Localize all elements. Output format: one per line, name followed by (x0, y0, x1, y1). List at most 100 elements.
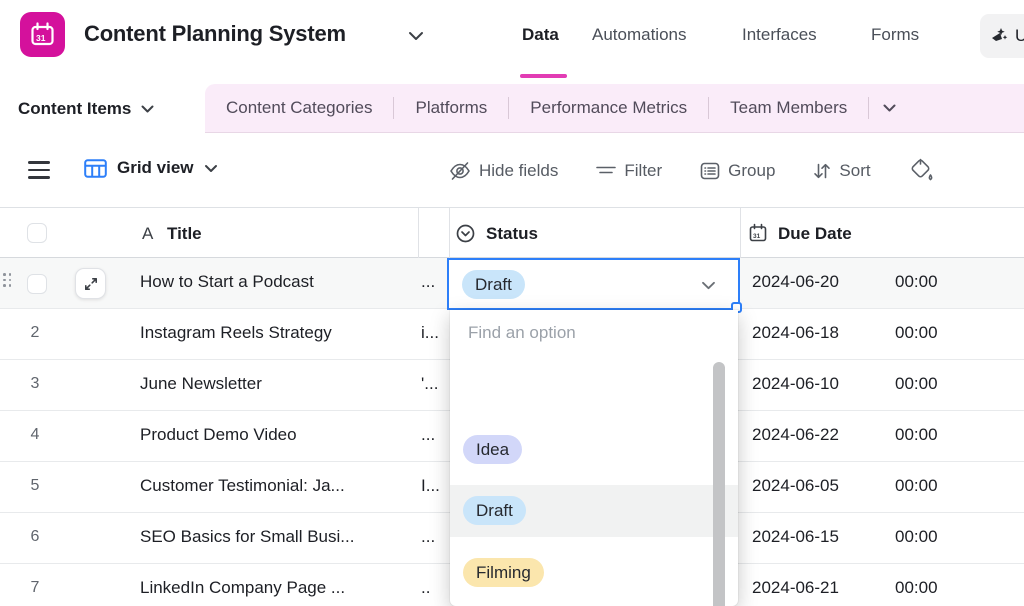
cell-due-date[interactable]: 2024-06-15 (752, 527, 839, 546)
row-number: 6 (30, 528, 40, 545)
active-nav-underline (520, 74, 567, 78)
nav-tab-data[interactable]: Data (522, 25, 559, 44)
option-filming[interactable]: Filming (450, 547, 738, 599)
column-header-title[interactable]: Title (167, 224, 202, 243)
option-idea[interactable]: Idea (450, 424, 738, 476)
view-name-label: Grid view (117, 158, 194, 177)
cell-due-date[interactable]: 2024-06-22 (752, 425, 839, 444)
select-all-checkbox[interactable] (27, 223, 47, 243)
cell-due-date[interactable]: 2024-06-21 (752, 578, 839, 597)
cell-title[interactable]: Customer Testimonial: Ja... (140, 476, 345, 495)
row-number: 4 (30, 426, 40, 443)
table-header-row (0, 208, 1024, 258)
row-number: 2 (30, 324, 40, 341)
column-header-status[interactable]: Status (486, 224, 538, 243)
dropdown-scrollbar[interactable] (713, 362, 725, 606)
sort-button[interactable]: Sort (812, 161, 871, 181)
cell-truncated[interactable]: '... (421, 374, 439, 393)
grid-view-button[interactable]: Grid view (84, 158, 218, 178)
sort-label: Sort (839, 161, 871, 180)
expand-record-button[interactable] (75, 268, 106, 299)
tab-divider (708, 97, 710, 119)
hide-fields-label: Hide fields (479, 161, 559, 180)
cell-title[interactable]: Product Demo Video (140, 425, 297, 444)
group-icon (700, 162, 720, 180)
toolbar-buttons: Hide fields Filter Group (448, 156, 1024, 186)
row-number: 5 (30, 477, 40, 494)
cell-due-date[interactable]: 2024-06-18 (752, 323, 839, 342)
base-title[interactable]: Content Planning System (84, 21, 346, 46)
option-pill-idea: Idea (463, 435, 523, 464)
selected-status-cell[interactable]: Draft (447, 258, 740, 310)
tab-divider (868, 97, 870, 119)
cell-dropdown-chevron-icon[interactable] (701, 281, 716, 290)
base-title-chevron-icon[interactable] (408, 31, 424, 41)
tab-overflow-chevron-icon[interactable] (883, 104, 896, 112)
hide-fields-button[interactable]: Hide fields (448, 159, 558, 183)
cell-title[interactable]: June Newsletter (140, 374, 262, 393)
row-number: 7 (30, 579, 40, 596)
filter-button[interactable]: Filter (595, 161, 662, 181)
cell-due-time[interactable]: 00:00 (895, 272, 938, 291)
filter-icon (596, 166, 617, 174)
status-select-dropdown: Idea Draft Filming (450, 310, 738, 606)
cell-truncated[interactable]: I... (421, 476, 440, 495)
cell-due-date[interactable]: 2024-06-10 (752, 374, 839, 393)
cell-due-date[interactable]: 2024-06-05 (752, 476, 839, 495)
cell-due-time[interactable]: 00:00 (895, 425, 938, 444)
tab-performance-metrics[interactable]: Performance Metrics (530, 98, 688, 117)
cell-title[interactable]: Instagram Reels Strategy (140, 323, 332, 342)
date-field-icon: 31 (749, 223, 767, 242)
view-chevron-icon (204, 164, 217, 172)
text-field-icon: A (142, 224, 154, 243)
tab-content-categories[interactable]: Content Categories (226, 98, 373, 117)
tab-divider (393, 97, 395, 119)
column-divider[interactable] (449, 208, 450, 258)
cell-due-time[interactable]: 00:00 (895, 578, 938, 597)
eye-off-icon (450, 162, 470, 180)
grid-view-icon (84, 158, 107, 178)
cell-due-time[interactable]: 00:00 (895, 323, 938, 342)
row-number: 3 (30, 375, 40, 392)
paint-bucket-icon (911, 158, 933, 181)
cell-title[interactable]: How to Start a Podcast (140, 272, 314, 291)
option-search-input[interactable] (468, 323, 698, 343)
tab-platforms[interactable]: Platforms (415, 98, 488, 117)
cell-truncated[interactable]: ... (421, 272, 436, 291)
cell-title[interactable]: SEO Basics for Small Busi... (140, 527, 355, 546)
option-pill-draft: Draft (463, 496, 526, 525)
view-toolbar (0, 133, 1024, 208)
color-button[interactable] (908, 158, 936, 184)
sparkle-icon (992, 28, 1008, 41)
nav-tab-automations[interactable]: Automations (592, 25, 687, 44)
cell-due-time[interactable]: 00:00 (895, 374, 938, 393)
cell-due-time[interactable]: 00:00 (895, 476, 938, 495)
tab-team-members[interactable]: Team Members (730, 98, 848, 117)
option-draft[interactable]: Draft (450, 485, 738, 537)
row-drag-handle[interactable] (3, 273, 13, 289)
cell-truncated[interactable]: ... (421, 425, 436, 444)
tab-content-items-label: Content Items (18, 98, 132, 118)
upgrade-button[interactable]: U (980, 14, 1024, 58)
cell-truncated[interactable]: ... (421, 527, 436, 546)
sort-icon (814, 163, 831, 179)
nav-tab-forms[interactable]: Forms (871, 25, 920, 44)
upgrade-button-label: U (1015, 26, 1024, 45)
tab-content-items[interactable]: Content Items (0, 84, 205, 133)
column-header-due-date[interactable]: Due Date (778, 224, 852, 243)
group-button[interactable]: Group (699, 161, 775, 181)
cell-due-time[interactable]: 00:00 (895, 527, 938, 546)
cell-due-date[interactable]: 2024-06-20 (752, 272, 839, 291)
app-logo-calendar-icon[interactable]: 31 (20, 12, 65, 57)
cell-truncated[interactable]: i... (421, 323, 439, 342)
filter-label: Filter (624, 161, 663, 180)
row-checkbox[interactable] (27, 274, 47, 294)
cell-truncated[interactable]: .. (421, 578, 431, 597)
tab-divider (508, 97, 510, 119)
expand-icon (84, 277, 97, 290)
view-sidebar-toggle-icon[interactable] (28, 161, 50, 179)
tab-strip: Content Categories Platforms Performance… (205, 84, 1024, 133)
cell-title[interactable]: LinkedIn Company Page ... (140, 578, 346, 597)
nav-tab-interfaces[interactable]: Interfaces (742, 25, 817, 44)
top-bar: 31 Content Planning System Data Automati… (0, 0, 1024, 84)
